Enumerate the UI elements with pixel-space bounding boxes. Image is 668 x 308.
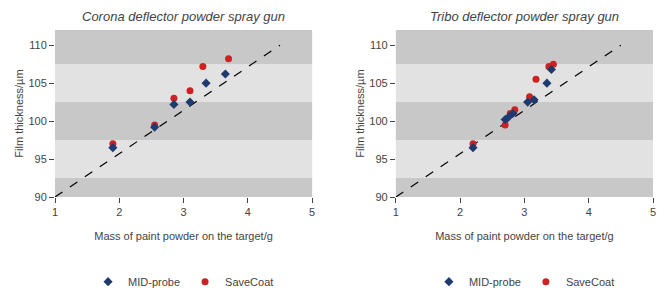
svg-text:Film thickness/µm: Film thickness/µm xyxy=(13,69,25,157)
svg-text:Tribo deflector powder spray g: Tribo deflector powder spray gun xyxy=(430,9,619,24)
svg-text:SaveCoat: SaveCoat xyxy=(225,276,273,288)
svg-text:100: 100 xyxy=(369,115,387,127)
svg-text:Mass of paint powder on the ta: Mass of paint powder on the target/g xyxy=(435,230,614,242)
svg-text:110: 110 xyxy=(370,39,388,51)
svg-text:4: 4 xyxy=(586,206,592,218)
svg-text:105: 105 xyxy=(369,77,387,89)
svg-text:105: 105 xyxy=(28,77,46,89)
svg-text:Corona deflector powder spray: Corona deflector powder spray gun xyxy=(82,9,285,24)
svg-text:5: 5 xyxy=(309,206,315,218)
svg-text:4: 4 xyxy=(245,206,251,218)
svg-text:3: 3 xyxy=(181,206,187,218)
svg-text:2: 2 xyxy=(457,206,463,218)
svg-text:MID-probe: MID-probe xyxy=(128,276,180,288)
svg-text:110: 110 xyxy=(29,39,47,51)
svg-text:95: 95 xyxy=(35,153,47,165)
svg-text:90: 90 xyxy=(375,191,387,203)
svg-text:2: 2 xyxy=(116,206,122,218)
svg-text:5: 5 xyxy=(650,206,656,218)
svg-text:1: 1 xyxy=(393,206,399,218)
svg-text:SaveCoat: SaveCoat xyxy=(566,276,614,288)
svg-text:90: 90 xyxy=(35,191,47,203)
svg-text:Mass of paint powder on the ta: Mass of paint powder on the target/g xyxy=(94,230,273,242)
svg-text:3: 3 xyxy=(521,206,527,218)
svg-text:100: 100 xyxy=(28,115,46,127)
svg-text:MID-probe: MID-probe xyxy=(469,276,521,288)
svg-text:1: 1 xyxy=(52,206,58,218)
svg-text:95: 95 xyxy=(375,153,387,165)
svg-text:Film thickness/µm: Film thickness/µm xyxy=(354,69,366,157)
